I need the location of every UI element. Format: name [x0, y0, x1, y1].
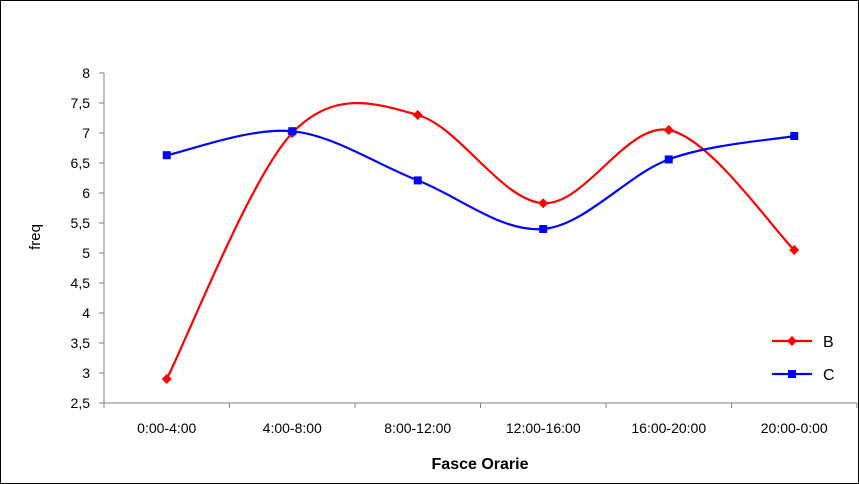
data-point-B [161, 374, 172, 384]
x-tick-label: 4:00-8:00 [263, 420, 322, 436]
y-axis-title: freq [27, 224, 44, 250]
x-axis-ticks: 0:00-4:00 4:00-8:00 8:00-12:00 12:00-16:00 1… [103, 403, 858, 436]
y-tick-label: 2,5 [71, 395, 91, 411]
data-point-C [162, 151, 171, 160]
legend-marker [787, 336, 797, 346]
x-tick-label: 16:00-20:00 [631, 420, 706, 436]
y-tick-label: 3 [82, 365, 90, 381]
y-tick-label: 5,5 [71, 215, 91, 231]
y-tick-label: 4 [82, 305, 90, 321]
data-point-B [789, 245, 800, 255]
legend: BC [772, 334, 835, 384]
series-C [162, 127, 799, 233]
series-B [161, 102, 800, 384]
legend-marker [788, 370, 796, 378]
data-point-C [664, 155, 673, 164]
axes [103, 73, 857, 404]
y-tick-label: 6 [82, 185, 90, 201]
y-tick-label: 7,5 [71, 95, 91, 111]
y-tick-label: 6,5 [71, 155, 91, 171]
legend-item-C: C [772, 367, 835, 384]
y-tick-label: 4,5 [71, 275, 91, 291]
series-line-B [165, 102, 796, 380]
data-point-C [288, 127, 297, 136]
x-tick-label: 0:00-4:00 [137, 420, 196, 436]
y-tick-label: 7 [82, 125, 90, 141]
data-point-B [412, 110, 423, 120]
y-tick-label: 5 [82, 245, 90, 261]
legend-label: B [823, 334, 834, 351]
legend-item-B: B [772, 334, 834, 351]
series-line-C [166, 129, 795, 231]
data-point-C [790, 132, 799, 140]
series-layer [161, 102, 800, 384]
legend-label: C [823, 367, 835, 384]
data-point-C [539, 225, 548, 233]
y-axis-ticks: 2,5 3 3,5 4 4,5 5 5,5 6 6,5 7 7,5 8 [71, 65, 104, 411]
data-point-B [538, 198, 549, 209]
data-point-C [413, 176, 422, 185]
x-axis-title: Fasce Orarie [432, 456, 529, 473]
y-tick-label: 3,5 [71, 335, 91, 351]
y-tick-label: 8 [82, 65, 90, 81]
data-point-B [663, 125, 674, 135]
x-tick-label: 12:00-16:00 [506, 420, 581, 436]
x-tick-label: 8:00-12:00 [384, 420, 451, 436]
x-tick-label: 20:00-0:00 [761, 420, 828, 436]
